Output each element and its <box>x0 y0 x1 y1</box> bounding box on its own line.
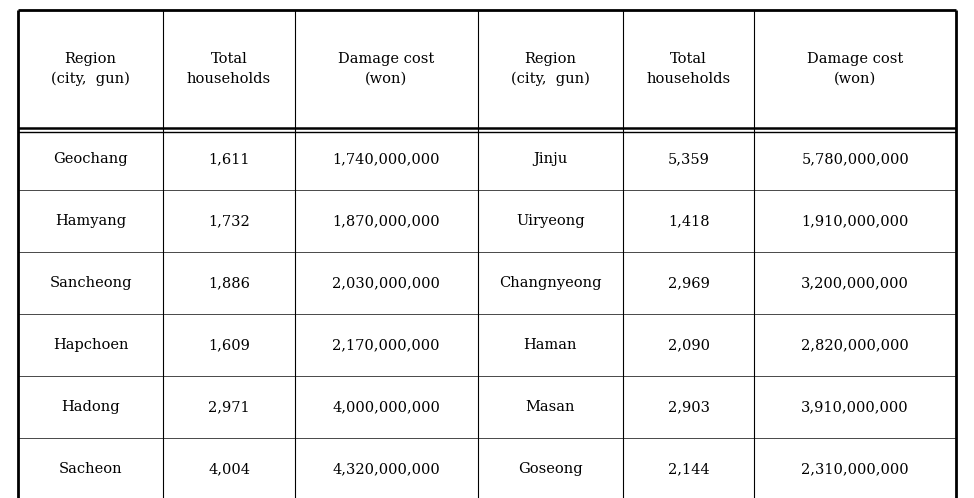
Text: 2,969: 2,969 <box>668 276 710 290</box>
Text: 2,090: 2,090 <box>667 338 710 352</box>
Text: Hapchoen: Hapchoen <box>53 338 129 352</box>
Text: Sancheong: Sancheong <box>50 276 131 290</box>
Text: Sacheon: Sacheon <box>58 462 123 476</box>
Text: 1,886: 1,886 <box>208 276 250 290</box>
Text: Total
households: Total households <box>647 52 730 86</box>
Text: 1,732: 1,732 <box>208 214 250 228</box>
Text: 2,144: 2,144 <box>668 462 709 476</box>
Text: 5,359: 5,359 <box>668 152 710 166</box>
Text: Damage cost
(won): Damage cost (won) <box>807 52 903 86</box>
Text: 2,030,000,000: 2,030,000,000 <box>332 276 440 290</box>
Text: 1,740,000,000: 1,740,000,000 <box>332 152 440 166</box>
Text: 2,310,000,000: 2,310,000,000 <box>802 462 909 476</box>
Text: 2,971: 2,971 <box>208 400 250 414</box>
Text: 1,870,000,000: 1,870,000,000 <box>332 214 440 228</box>
Text: Total
households: Total households <box>187 52 271 86</box>
Text: 4,000,000,000: 4,000,000,000 <box>332 400 440 414</box>
Text: 2,820,000,000: 2,820,000,000 <box>802 338 909 352</box>
Text: 4,320,000,000: 4,320,000,000 <box>332 462 440 476</box>
Text: Jinju: Jinju <box>533 152 568 166</box>
Text: 1,418: 1,418 <box>668 214 709 228</box>
Text: Hamyang: Hamyang <box>56 214 127 228</box>
Text: 1,609: 1,609 <box>208 338 250 352</box>
Text: Masan: Masan <box>526 400 575 414</box>
Text: 2,170,000,000: 2,170,000,000 <box>332 338 440 352</box>
Text: Goseong: Goseong <box>518 462 582 476</box>
Text: Haman: Haman <box>524 338 577 352</box>
Text: 1,611: 1,611 <box>208 152 249 166</box>
Text: Changnyeong: Changnyeong <box>499 276 602 290</box>
Text: 3,200,000,000: 3,200,000,000 <box>802 276 909 290</box>
Text: Region
(city,  gun): Region (city, gun) <box>511 52 589 86</box>
Text: 5,780,000,000: 5,780,000,000 <box>802 152 909 166</box>
Text: Geochang: Geochang <box>54 152 128 166</box>
Text: Hadong: Hadong <box>61 400 120 414</box>
Text: 1,910,000,000: 1,910,000,000 <box>802 214 909 228</box>
Text: 3,910,000,000: 3,910,000,000 <box>802 400 909 414</box>
Text: 2,903: 2,903 <box>667 400 710 414</box>
Text: 4,004: 4,004 <box>208 462 250 476</box>
Text: Damage cost
(won): Damage cost (won) <box>338 52 434 86</box>
Text: Uiryeong: Uiryeong <box>516 214 584 228</box>
Text: Region
(city,  gun): Region (city, gun) <box>52 52 131 86</box>
